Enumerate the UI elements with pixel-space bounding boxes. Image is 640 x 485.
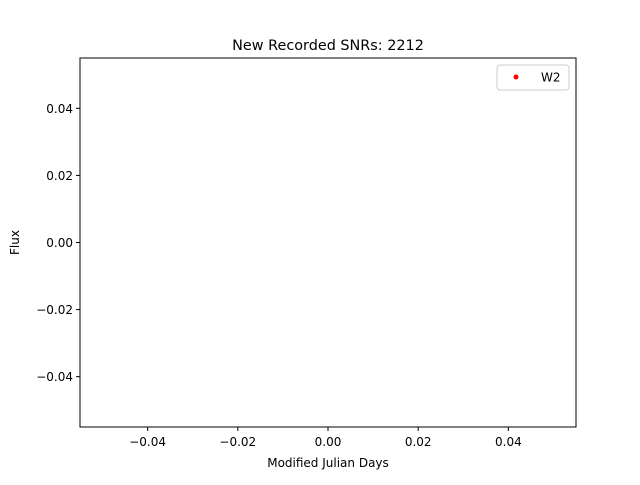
- x-tick-label: −0.02: [219, 435, 256, 449]
- y-axis-ticks: −0.04 −0.02 0.00 0.02 0.04: [36, 102, 80, 384]
- legend-box: [496, 64, 570, 91]
- y-axis-label: Flux: [8, 230, 22, 255]
- x-tick-label: 0.04: [495, 435, 522, 449]
- y-tick-label: 0.00: [46, 236, 73, 250]
- x-tick-label: 0.02: [405, 435, 432, 449]
- y-tick-label: −0.02: [36, 303, 73, 317]
- chart-title: New Recorded SNRs: 2212: [232, 38, 424, 54]
- legend-label-w2: W2: [541, 71, 561, 85]
- x-tick-label: −0.04: [129, 435, 166, 449]
- y-tick-label: −0.04: [36, 370, 73, 384]
- x-axis-ticks: −0.04 −0.02 0.00 0.02 0.04: [129, 427, 522, 449]
- legend: W2: [496, 64, 570, 91]
- x-axis-label: Modified Julian Days: [267, 456, 389, 470]
- y-tick-label: 0.02: [46, 169, 73, 183]
- legend-marker-w2: [513, 74, 519, 80]
- y-tick-label: 0.04: [46, 102, 73, 116]
- plot-frame: [79, 57, 577, 428]
- x-tick-label: 0.00: [315, 435, 342, 449]
- plot-area: [80, 58, 576, 427]
